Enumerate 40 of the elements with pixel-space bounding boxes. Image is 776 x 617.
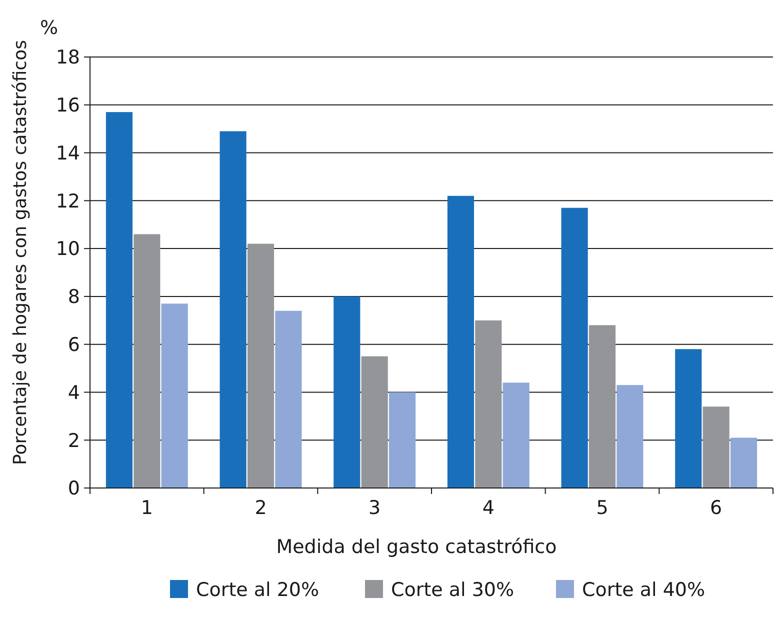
- y-axis-title: Porcentaje de hogares con gastos catastróficos: [10, 40, 31, 465]
- legend-label: Corte al 20%: [196, 579, 320, 601]
- bar: [475, 320, 502, 488]
- y-tick-label: 6: [68, 334, 80, 356]
- x-tick-label: 4: [482, 497, 494, 519]
- bar: [730, 438, 758, 488]
- bar: [361, 356, 388, 488]
- y-tick-label: 18: [56, 46, 80, 69]
- bar: [388, 392, 416, 488]
- bar: [275, 310, 302, 488]
- bar: [616, 385, 644, 488]
- bar: [702, 406, 730, 488]
- bar: [502, 382, 530, 488]
- x-tick-label: 2: [254, 497, 267, 519]
- bar: [106, 112, 133, 488]
- bar: [588, 325, 616, 488]
- text: %: [40, 17, 58, 39]
- bar: [675, 349, 702, 488]
- bar: [161, 304, 188, 488]
- y-tick-label: 12: [56, 190, 80, 212]
- y-tick-label: 0: [68, 478, 80, 500]
- y-tick-label: 16: [56, 94, 80, 117]
- bar: [334, 296, 360, 488]
- y-tick-label: 14: [56, 142, 80, 164]
- legend-label: Corte al 40%: [582, 579, 706, 601]
- bar: [134, 234, 160, 488]
- bar: [220, 131, 246, 488]
- y-tick-label: 2: [68, 430, 80, 452]
- y-tick-label: 10: [56, 238, 80, 260]
- y-tick-label: 8: [68, 286, 80, 308]
- x-axis-title: Medida del gasto catastrófico: [276, 536, 557, 558]
- x-tick-label: 3: [368, 497, 381, 519]
- bar: [447, 196, 474, 488]
- x-tick-label: 6: [710, 497, 722, 519]
- bar: [247, 244, 274, 488]
- legend-label: Corte al 30%: [391, 579, 514, 601]
- y-tick-label: 4: [68, 382, 80, 404]
- x-tick-label: 5: [596, 497, 608, 519]
- x-tick-label: 1: [140, 497, 153, 519]
- bar: [561, 208, 588, 488]
